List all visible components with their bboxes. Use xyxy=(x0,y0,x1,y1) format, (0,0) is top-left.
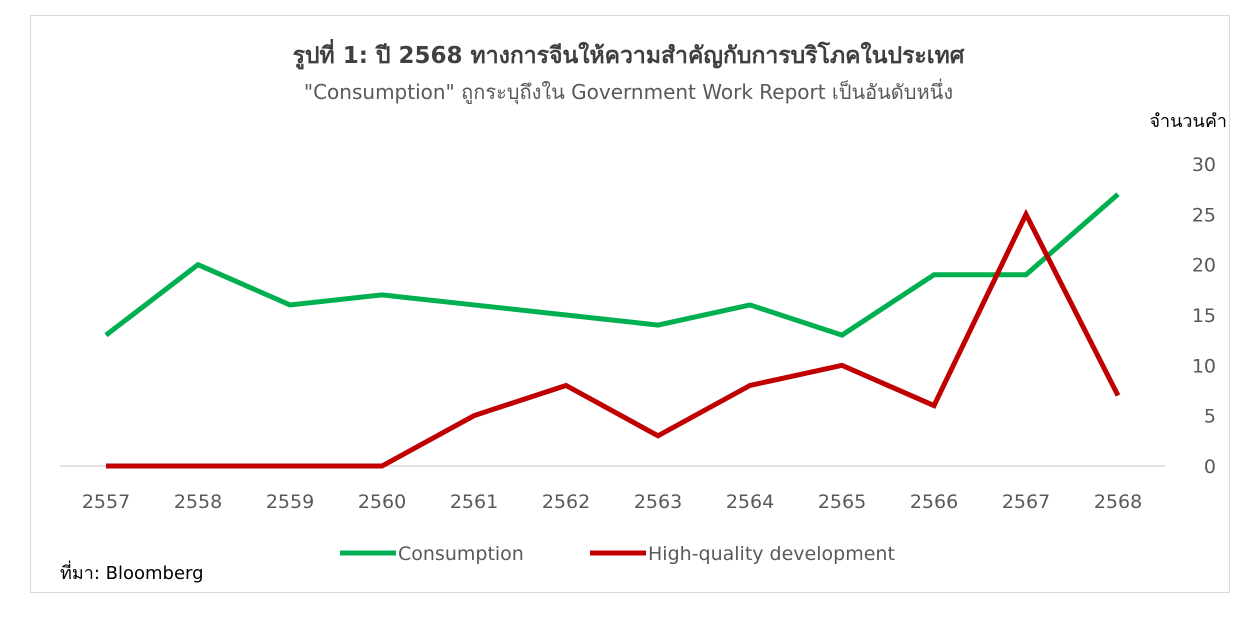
y-tick-label: 0 xyxy=(1204,456,1216,478)
x-tick-label: 2568 xyxy=(1094,491,1142,513)
x-tick-label: 2566 xyxy=(910,491,958,513)
x-tick-label: 2567 xyxy=(1002,491,1050,513)
x-tick-label: 2558 xyxy=(174,491,222,513)
series-line-consumption xyxy=(104,192,1120,338)
chart-title: รูปที่ 1: ปี 2568 ทางการจีนให้ความสำคัญก… xyxy=(292,43,965,69)
chart-frame xyxy=(30,15,1230,593)
x-tick-label: 2559 xyxy=(266,491,314,513)
y-tick-label: 15 xyxy=(1192,305,1216,327)
y-tick-label: 20 xyxy=(1192,255,1216,277)
x-tick-label: 2564 xyxy=(726,491,774,513)
series-line-high-quality-development xyxy=(106,208,1121,469)
x-tick-label: 2563 xyxy=(634,491,682,513)
x-tick-label: 2557 xyxy=(82,491,130,513)
source-note: ที่มา: Bloomberg xyxy=(60,563,204,584)
y-tick-label: 10 xyxy=(1192,355,1216,377)
chart-subtitle: "Consumption" ถูกระบุถึงใน Government Wo… xyxy=(303,80,954,104)
x-tick-label: 2565 xyxy=(818,491,866,513)
x-tick-label: 2561 xyxy=(450,491,498,513)
legend-label: High-quality development xyxy=(648,543,895,565)
y-tick-label: 30 xyxy=(1192,154,1216,176)
y-tick-label: 25 xyxy=(1192,204,1216,226)
legend-label: Consumption xyxy=(398,543,524,565)
y-axis-label: จำนวนคำ xyxy=(1149,111,1227,132)
y-tick-label: 5 xyxy=(1204,406,1216,428)
x-tick-label: 2560 xyxy=(358,491,406,513)
x-tick-label: 2562 xyxy=(542,491,590,513)
